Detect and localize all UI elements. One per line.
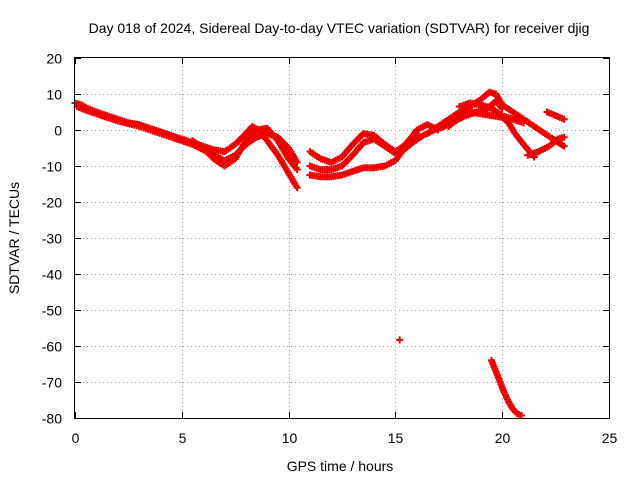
series-trace-c (188, 124, 301, 174)
data-point (349, 131, 366, 148)
data-point (370, 162, 387, 172)
y-tick-label: -40 (42, 267, 62, 283)
series-trace-k (543, 108, 568, 123)
data-point (498, 112, 515, 122)
data-point (338, 153, 355, 170)
y-tick-label: -30 (42, 231, 62, 247)
y-tick-label: -70 (42, 375, 62, 391)
x-tick-label: 0 (72, 430, 80, 446)
data-point (210, 155, 227, 169)
y-tick-label: -80 (42, 411, 62, 427)
data-point (455, 109, 472, 121)
y-tick-label: -60 (42, 339, 62, 355)
data-point (306, 148, 323, 162)
data-point (221, 156, 237, 170)
data-point (327, 163, 344, 174)
y-tick-label: -50 (42, 303, 62, 319)
data-point (445, 115, 462, 130)
data-point (231, 131, 248, 148)
data-point (370, 135, 387, 149)
data-point (413, 130, 421, 138)
series-trace-l (396, 336, 404, 344)
data-point (535, 143, 551, 156)
data-point (349, 140, 366, 159)
x-axis-ticks: 0 5 10 15 20 25 (72, 58, 618, 446)
data-marks (71, 88, 568, 419)
series-trace-d (306, 121, 442, 166)
data-point (488, 104, 504, 118)
data-point (408, 133, 425, 147)
series-trace-m (488, 356, 525, 419)
y-axis-label: SDTVAR / TECUs (6, 182, 22, 294)
y-tick-label: -10 (42, 159, 62, 175)
data-point (560, 115, 568, 123)
data-point (306, 162, 323, 173)
series-trace-i (455, 99, 528, 127)
data-point (381, 142, 398, 156)
x-tick-label: 20 (495, 430, 511, 446)
y-tick-label: 20 (46, 51, 62, 67)
data-point (530, 122, 547, 136)
x-axis-label: GPS time / hours (287, 458, 394, 474)
x-tick-label: 25 (602, 430, 618, 446)
data-point (520, 119, 528, 127)
series-trace-j (524, 133, 568, 159)
data-point (492, 367, 503, 384)
data-point (552, 112, 566, 122)
x-tick-label: 5 (179, 430, 187, 446)
data-point (398, 140, 415, 156)
data-point (349, 165, 365, 175)
data-point (434, 116, 451, 130)
data-point (274, 137, 291, 161)
data-point (285, 144, 300, 164)
data-point (396, 336, 404, 344)
data-point (338, 142, 355, 161)
y-axis-ticks: 20 10 0 -10 -20 -30 -40 -50 -60 -70 -80 (42, 51, 609, 427)
data-point (274, 151, 291, 175)
data-point (293, 184, 301, 192)
data-point (498, 101, 515, 115)
data-point (231, 139, 249, 163)
y-tick-label: -20 (42, 195, 62, 211)
data-point (413, 122, 429, 134)
chart-title: Day 018 of 2024, Sidereal Day-to-day VTE… (89, 20, 590, 36)
grid (75, 58, 609, 418)
plot-frame (74, 57, 610, 419)
data-point (381, 158, 397, 170)
data-point (560, 142, 568, 150)
data-point (477, 110, 493, 119)
data-point (560, 133, 568, 141)
data-point (327, 154, 344, 166)
data-point (306, 171, 323, 180)
y-tick-label: 10 (46, 87, 62, 103)
data-point (517, 411, 525, 419)
data-point (293, 166, 301, 174)
data-point (263, 124, 280, 143)
x-tick-label: 15 (388, 430, 404, 446)
data-point (253, 125, 269, 134)
x-tick-label: 10 (282, 430, 298, 446)
data-point (509, 108, 526, 122)
y-tick-label: 0 (54, 123, 62, 139)
